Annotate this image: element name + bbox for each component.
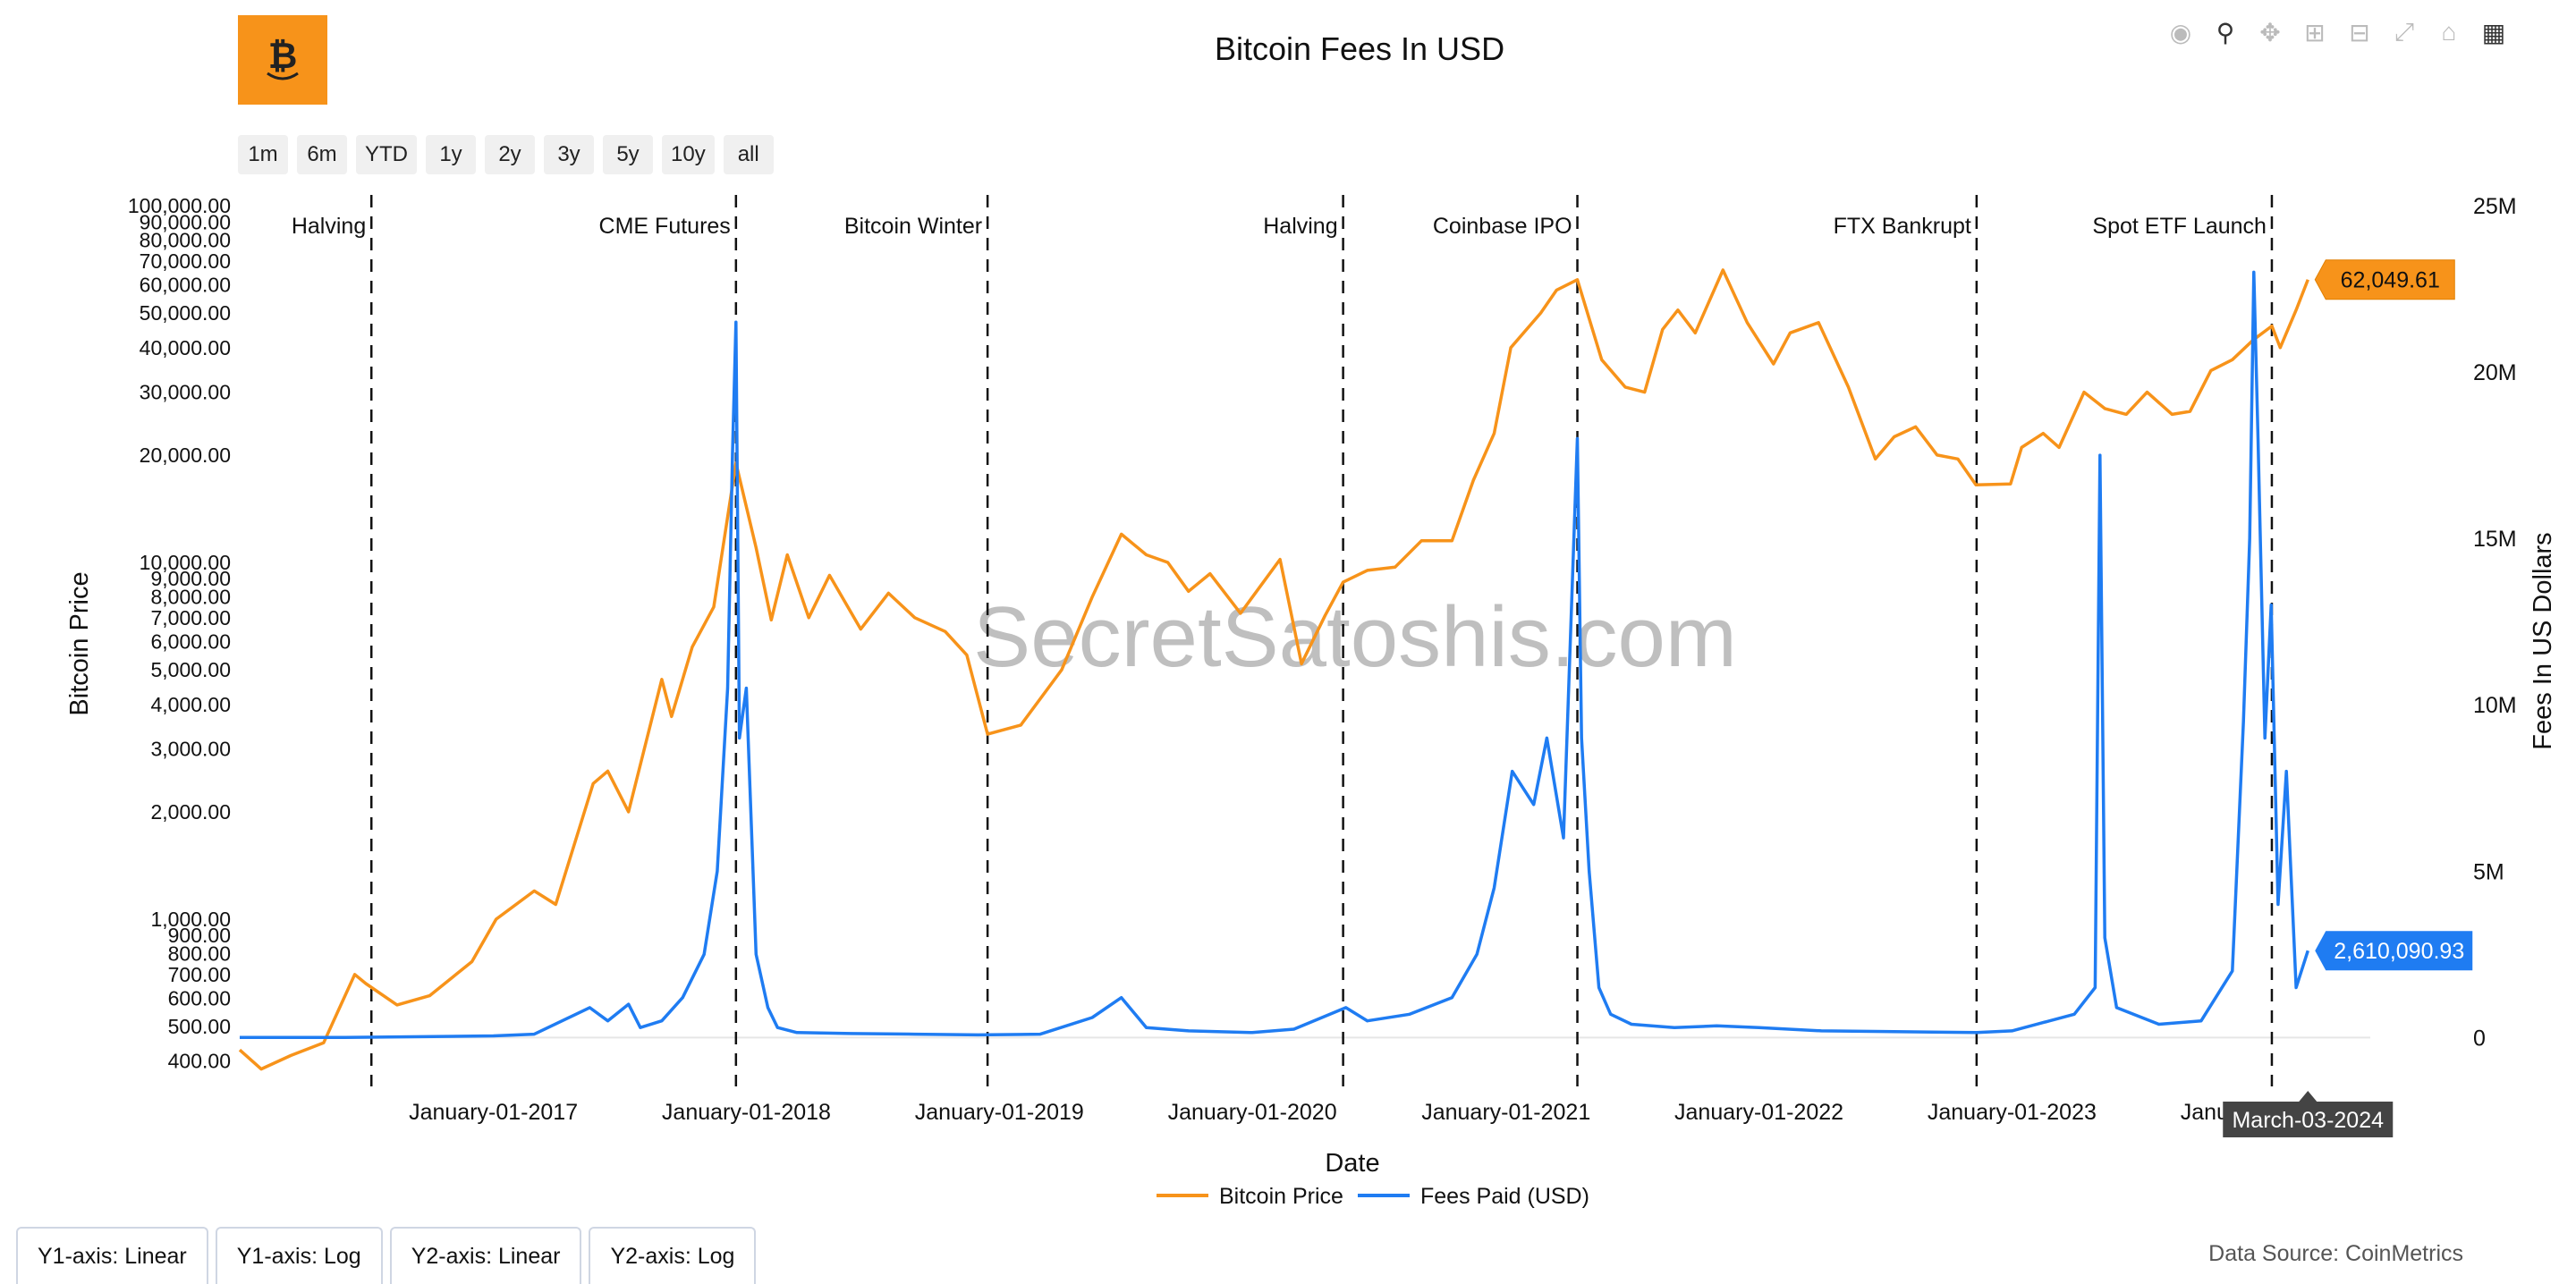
hover-date-label: March-03-2024 [2232,1108,2384,1133]
camera-icon[interactable]: ◉ [2169,18,2192,46]
hover-date-label-box [2223,1091,2394,1137]
y-tick-label: 10,000.00 [140,551,231,574]
y2-axis-title: Fees In US Dollars [2529,532,2557,749]
x-tick-label: January-01-2023 [1928,1100,2097,1125]
zoom-icon[interactable]: ⚲ [2216,18,2235,46]
series-line-fees [240,270,2309,1040]
y-tick-label: 70,000.00 [140,249,231,273]
x-tick-label: January-01-2020 [1168,1100,1337,1125]
svg-text:₿: ₿ [268,36,298,77]
x-tick-label: January-01-2017 [409,1100,578,1125]
legend-label-fees: Fees Paid (USD) [1420,1184,1589,1209]
tab-y1-linear[interactable]: Y1-axis: Linear [16,1227,208,1284]
range-button-10y[interactable]: 10y [662,135,715,174]
fees-last-label: 2,610,090.93 [2334,939,2464,964]
zoom-out-icon[interactable]: ⊟ [2349,18,2370,46]
range-selector: 1m 6m YTD 1y 2y 3y 5y 10y all [238,135,774,174]
y-tick-label: 90,000.00 [140,210,231,233]
y-tick-label: 400.00 [168,1050,231,1073]
y-tick-label: 3,000.00 [150,738,231,761]
x-axis-title: Date [1325,1149,1379,1178]
range-button-1y[interactable]: 1y [426,135,476,174]
event-label: Spot ETF Launch [2092,214,2267,239]
y2-tick-label: 0 [2473,1026,2486,1051]
y-tick-label: 700.00 [168,963,231,986]
y-tick-label: 80,000.00 [140,229,231,252]
pan-icon[interactable]: ✥ [2259,18,2281,46]
y-tick-label: 800.00 [168,942,231,966]
range-button-5y[interactable]: 5y [603,135,653,174]
x-tick-label: January-01-2021 [1421,1100,1590,1125]
zoom-in-icon[interactable]: ⊞ [2304,18,2326,46]
range-button-all[interactable]: all [723,135,774,174]
y-tick-label: 6,000.00 [150,630,231,654]
chart-area[interactable]: SecretSatoshis.com 400.00 500.00 600.00700.… [0,0,2576,1225]
y-tick-label: 60,000.00 [140,274,231,297]
y2-tick-label: 15M [2473,527,2517,552]
watermark: SecretSatoshis.com [973,589,1737,685]
y-tick-label: 600.00 [168,986,231,1009]
axis-scale-tabs: Y1-axis: Linear Y1-axis: Log Y2-axis: Li… [16,1227,757,1284]
tab-y2-log[interactable]: Y2-axis: Log [589,1227,757,1284]
price-last-label-box [2314,259,2455,300]
y-tick-label: 20,000.00 [140,443,231,467]
logo: ₿ [238,15,327,105]
range-button-ytd[interactable]: YTD [356,135,417,174]
fees-last-label-box [2315,931,2473,971]
y-tick-label: 40,000.00 [140,336,231,359]
y-tick-label: 9,000.00 [150,567,231,590]
range-button-2y[interactable]: 2y [485,135,535,174]
y-axis-title: Bitcoin Price [65,571,94,715]
y2-tick-label: 25M [2473,194,2517,219]
plotly-logo-icon[interactable]: ▦ [2481,18,2506,46]
modebar: ◉ ⚲ ✥ ⊞ ⊟ ⤢ ⌂ ▦ [2165,16,2510,48]
legend-label-price: Bitcoin Price [1219,1184,1343,1209]
x-tick-label: January-01-2019 [915,1100,1084,1125]
y-tick-label: 100,000.00 [128,194,231,217]
event-label: FTX Bankrupt [1834,214,1971,239]
y-tick-label: 7,000.00 [150,606,231,629]
range-button-3y[interactable]: 3y [544,135,594,174]
y-tick-label: 30,000.00 [140,381,231,404]
y2-tick-label: 5M [2473,859,2504,884]
y-tick-label: 8,000.00 [150,586,231,609]
x-tick-label: January-01-2022 [1674,1100,1843,1125]
range-button-1m[interactable]: 1m [238,135,288,174]
event-label: Halving [1263,214,1337,239]
data-source: Data Source: CoinMetrics [2208,1241,2463,1266]
x-tick-label: January-01-2018 [662,1100,831,1125]
series-line-price [238,268,2309,1071]
page-title: Bitcoin Fees In USD [1214,30,1505,67]
autoscale-icon[interactable]: ⤢ [2394,17,2415,46]
range-button-6m[interactable]: 6m [297,135,347,174]
y2-tick-label: 10M [2473,693,2517,718]
y-tick-label: 500.00 [168,1015,231,1038]
bitcoin-smile-logo-icon: ₿ [267,36,299,80]
event-label: Coinbase IPO [1433,214,1572,239]
tab-y1-log[interactable]: Y1-axis: Log [215,1227,383,1284]
event-label: Bitcoin Winter [844,214,982,239]
event-label: CME Futures [599,214,731,239]
home-icon[interactable]: ⌂ [2441,18,2457,46]
event-label: Halving [292,214,366,239]
y-tick-label: 5,000.00 [150,658,231,681]
y2-tick-label: 20M [2473,360,2517,385]
y-tick-label: 50,000.00 [140,301,231,325]
price-last-label: 62,049.61 [2341,268,2440,293]
y-tick-label: 4,000.00 [150,693,231,716]
y-tick-label: 1,000.00 [150,908,231,931]
y-tick-label: 2,000.00 [150,800,231,824]
tab-y2-linear[interactable]: Y2-axis: Linear [389,1227,582,1284]
y-tick-label: 900.00 [168,924,231,947]
